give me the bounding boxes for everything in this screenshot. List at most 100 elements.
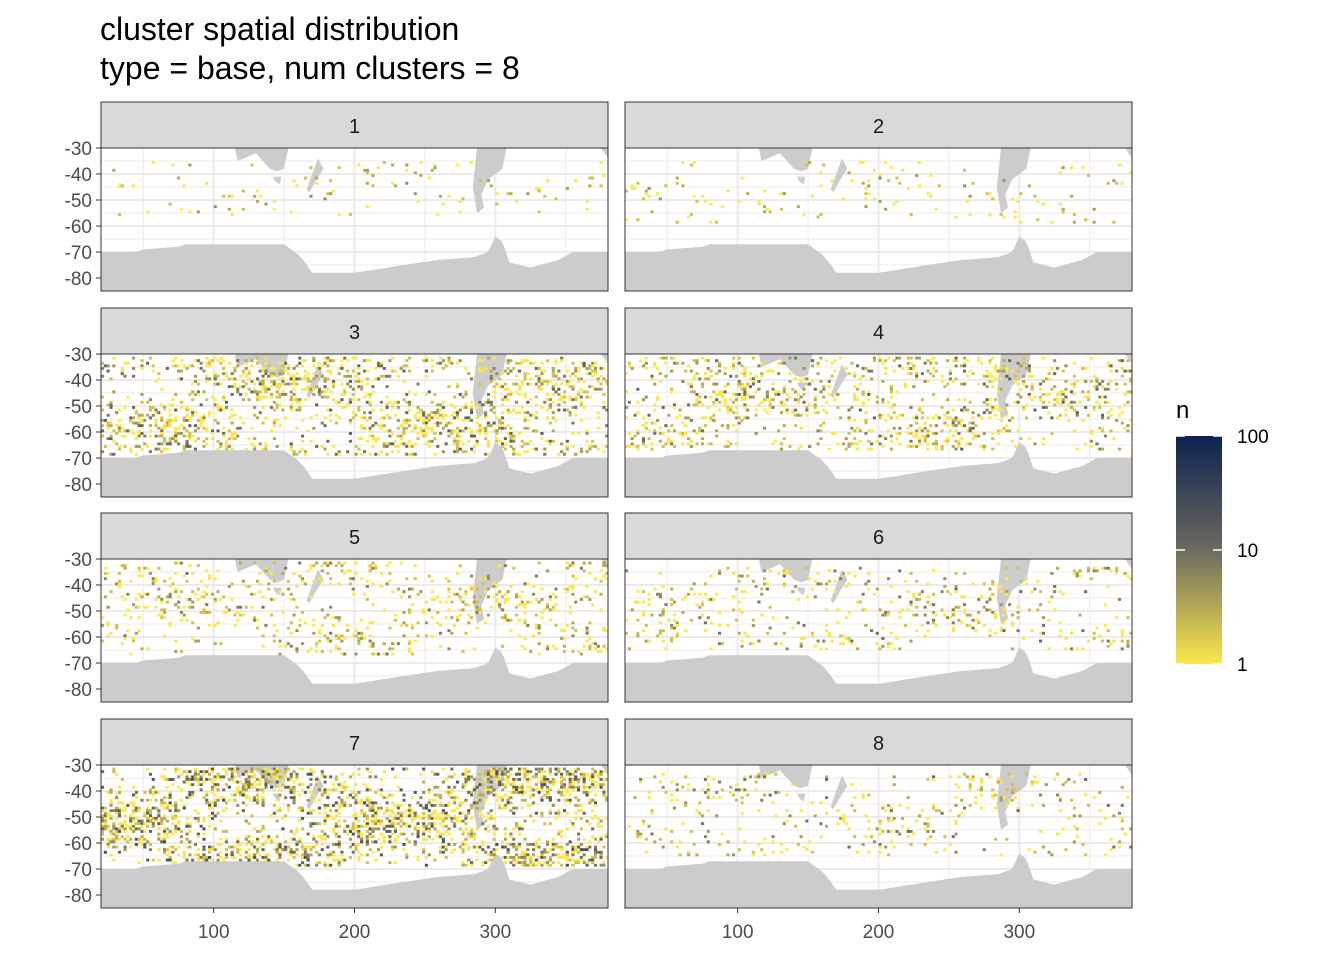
heatmap-cell: [1016, 616, 1020, 620]
heatmap-cell: [526, 600, 530, 604]
heatmap-cell: [943, 385, 947, 389]
heatmap-cell: [177, 819, 181, 823]
heatmap-cell: [264, 853, 268, 857]
heatmap-cell: [405, 168, 409, 172]
heatmap-cell: [853, 398, 857, 402]
heatmap-cell: [926, 600, 930, 604]
heatmap-cell: [884, 207, 888, 211]
heatmap-cell: [216, 858, 220, 862]
heatmap-cell: [332, 853, 336, 857]
heatmap-cell: [1030, 387, 1034, 391]
new-zealand-landmass: [306, 158, 324, 193]
heatmap-cell: [450, 413, 454, 417]
heatmap-cell: [664, 356, 668, 360]
heatmap-cell: [675, 416, 679, 420]
heatmap-cell: [1103, 566, 1107, 570]
heatmap-cell: [554, 647, 558, 651]
heatmap-cell: [430, 416, 434, 420]
heatmap-cell: [517, 452, 522, 456]
heatmap-cell: [577, 377, 581, 381]
heatmap-cell: [109, 631, 113, 635]
heatmap-cell: [126, 395, 130, 399]
heatmap-cell: [275, 403, 279, 407]
heatmap-cell: [991, 432, 995, 435]
heatmap-cell: [188, 840, 192, 844]
heatmap-cell: [146, 809, 150, 813]
heatmap-cell: [286, 858, 291, 862]
heatmap-cell: [1123, 403, 1127, 407]
heatmap-cell: [1030, 590, 1034, 594]
heatmap-cell: [1098, 447, 1102, 451]
heatmap-cell: [405, 452, 409, 456]
facet-strip-label: 5: [349, 527, 360, 549]
heatmap-cell: [188, 408, 192, 412]
heatmap-cell: [577, 390, 581, 394]
heatmap-cell: [712, 400, 716, 404]
heatmap-cell: [470, 616, 474, 620]
heatmap-cell: [430, 359, 434, 363]
heatmap-cell: [988, 629, 992, 633]
heatmap-cell: [312, 835, 316, 839]
heatmap-cell: [320, 772, 324, 776]
heatmap-cell: [224, 442, 229, 446]
heatmap-cell: [360, 385, 364, 389]
heatmap-cell: [391, 793, 395, 797]
heatmap-cell: [948, 592, 953, 596]
heatmap-cell: [205, 770, 209, 774]
heatmap-cell: [185, 413, 189, 417]
heatmap-cell: [182, 850, 186, 854]
heatmap-cell: [1129, 390, 1133, 394]
heatmap-cell: [188, 853, 192, 857]
heatmap-cell: [470, 574, 474, 578]
heatmap-cell: [379, 572, 384, 575]
heatmap-cell: [368, 621, 372, 625]
heatmap-cell: [768, 406, 772, 409]
heatmap-cell: [143, 845, 147, 849]
heatmap-cell: [501, 644, 505, 648]
heatmap-cell: [715, 220, 719, 224]
heatmap-cell: [402, 429, 406, 433]
heatmap-cell: [672, 356, 677, 360]
heatmap-cell: [923, 426, 927, 430]
heatmap-cell: [368, 393, 372, 396]
heatmap-cell: [210, 770, 215, 774]
heatmap-cell: [901, 168, 905, 172]
heatmap-cell: [210, 858, 215, 862]
heatmap-cell: [785, 569, 789, 573]
heatmap-cell: [726, 382, 730, 386]
heatmap-cell: [309, 387, 313, 391]
heatmap-cell: [363, 168, 367, 172]
heatmap-cell: [413, 426, 417, 430]
heatmap-cell: [864, 192, 868, 196]
heatmap-cell: [641, 613, 646, 617]
heatmap-cell: [602, 629, 606, 633]
heatmap-cell: [455, 432, 460, 435]
heatmap-cell: [664, 374, 668, 378]
heatmap-cell: [165, 853, 169, 857]
heatmap-cell: [224, 848, 229, 852]
heatmap-cell: [940, 429, 944, 433]
heatmap-cell: [354, 445, 358, 448]
heatmap-cell: [596, 380, 600, 383]
heatmap-cell: [577, 650, 581, 653]
heatmap-cell: [109, 452, 113, 456]
heatmap-cell: [295, 778, 299, 781]
heatmap-cell: [963, 364, 967, 368]
heatmap-cell: [160, 804, 164, 807]
heatmap-cell: [1092, 385, 1096, 389]
heatmap-cell: [306, 385, 310, 389]
heatmap-cell: [495, 372, 499, 376]
heatmap-cell: [988, 634, 992, 638]
heatmap-cell: [193, 770, 198, 774]
heatmap-cell: [289, 210, 293, 214]
heatmap-cell: [833, 569, 837, 573]
heatmap-cell: [115, 811, 119, 815]
heatmap-cell: [509, 439, 513, 443]
heatmap-cell: [230, 598, 234, 601]
heatmap-cell: [227, 445, 231, 448]
heatmap-cell: [1027, 374, 1031, 378]
heatmap-cell: [512, 439, 516, 443]
heatmap-cell: [951, 424, 955, 428]
heatmap-cell: [379, 400, 384, 404]
heatmap-cell: [348, 577, 353, 581]
